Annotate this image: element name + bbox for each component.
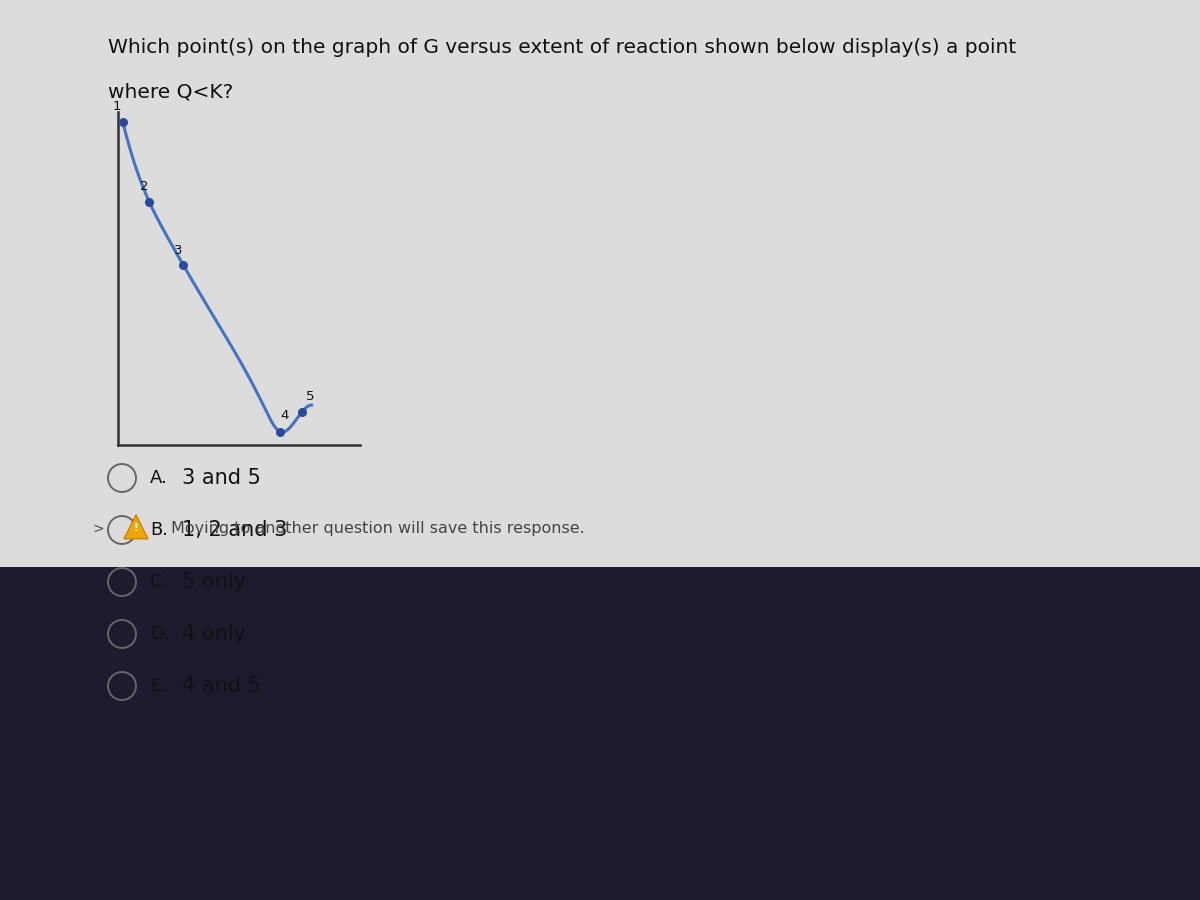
Text: Which point(s) on the graph of G versus extent of reaction shown below display(s: Which point(s) on the graph of G versus … bbox=[108, 38, 1016, 57]
Text: 1: 1 bbox=[113, 100, 121, 113]
Text: D.: D. bbox=[150, 625, 169, 643]
Text: !: ! bbox=[133, 523, 138, 533]
Text: B.: B. bbox=[150, 521, 168, 539]
Text: where Q<K?: where Q<K? bbox=[108, 82, 233, 101]
Text: A.: A. bbox=[150, 469, 168, 487]
Text: E.: E. bbox=[150, 677, 167, 695]
Text: 5: 5 bbox=[306, 390, 314, 403]
Text: Moving to another question will save this response.: Moving to another question will save thi… bbox=[172, 521, 584, 536]
Text: 5 only: 5 only bbox=[182, 572, 246, 592]
Bar bbox=[0, 0, 1200, 567]
Text: C.: C. bbox=[150, 573, 168, 591]
Text: 4: 4 bbox=[280, 409, 288, 422]
Text: 3 and 5: 3 and 5 bbox=[182, 468, 260, 488]
Text: 4 and 5: 4 and 5 bbox=[182, 676, 260, 696]
Text: 3: 3 bbox=[174, 244, 182, 257]
Text: >: > bbox=[94, 522, 104, 536]
Text: 1, 2 and 3: 1, 2 and 3 bbox=[182, 520, 287, 540]
Text: 4 only: 4 only bbox=[182, 624, 246, 644]
Text: 2: 2 bbox=[140, 180, 149, 194]
Polygon shape bbox=[124, 515, 148, 539]
